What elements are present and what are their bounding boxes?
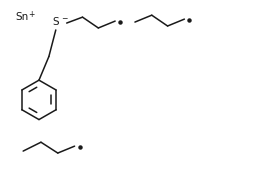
Text: Sn: Sn [15, 12, 28, 22]
Text: −: − [61, 15, 67, 24]
Text: S: S [53, 17, 59, 27]
Text: +: + [28, 10, 35, 19]
